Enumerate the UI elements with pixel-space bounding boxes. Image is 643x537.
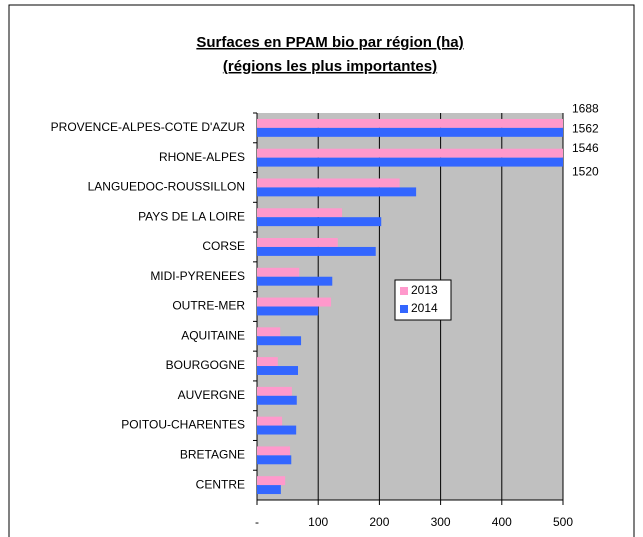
- y-tick-label: BOURGOGNE: [166, 358, 245, 372]
- y-tick-label: BRETAGNE: [180, 448, 245, 462]
- y-tick-label: CORSE: [202, 239, 245, 253]
- bar: [257, 178, 400, 188]
- y-tick-label: PAYS DE LA LOIRE: [138, 209, 245, 223]
- x-tick-label: 300: [431, 515, 451, 529]
- bar: [257, 246, 376, 256]
- legend-label: 2014: [411, 301, 438, 315]
- chart-subtitle: (régions les plus importantes): [223, 58, 437, 75]
- bar: [257, 157, 563, 167]
- bar: [257, 118, 563, 128]
- bar: [257, 276, 333, 286]
- bar: [257, 238, 338, 247]
- bar: [257, 297, 332, 307]
- bar: [257, 327, 281, 337]
- y-tick-label: LANGUEDOC-ROUSSILLON: [88, 180, 245, 194]
- data-label: 1688: [572, 102, 599, 116]
- bar: [257, 148, 563, 158]
- legend-box: [394, 279, 452, 321]
- bar: [257, 127, 563, 137]
- bar: [257, 187, 417, 197]
- x-tick-label: 400: [492, 515, 512, 529]
- data-label: 1562: [572, 122, 599, 136]
- bar: [257, 386, 292, 396]
- y-tick-label: CENTRE: [196, 477, 245, 491]
- bar: [257, 336, 302, 346]
- legend-swatch: [400, 305, 408, 313]
- legend-label: 2013: [411, 283, 438, 297]
- bar: [257, 485, 281, 495]
- chart-title: Surfaces en PPAM bio par région (ha): [196, 34, 463, 51]
- bar: [257, 455, 292, 465]
- bar: [257, 267, 300, 277]
- x-tick-label: 100: [308, 515, 328, 529]
- bar: [257, 357, 278, 367]
- y-tick-label: MIDI-PYRENEES: [150, 269, 245, 283]
- bar: [257, 366, 299, 375]
- bar: [257, 395, 297, 405]
- labels: - 100 200 300 400 500 PROVENCE-ALPES-COTE D'AZ…: [51, 102, 599, 530]
- y-tick-label: POITOU-CHARENTES: [121, 418, 245, 432]
- x-tick-label: -: [255, 515, 259, 529]
- bar: [257, 425, 297, 435]
- legend-swatch: [400, 287, 408, 295]
- bar: [257, 446, 291, 456]
- x-tick-label: 500: [553, 515, 573, 529]
- bar: [257, 217, 382, 227]
- bar: [257, 416, 283, 426]
- bar: [257, 306, 319, 316]
- data-label: 1520: [572, 165, 599, 179]
- y-tick-label: OUTRE-MER: [172, 299, 245, 313]
- y-tick-label: AUVERGNE: [178, 388, 245, 402]
- bar: [257, 208, 343, 218]
- y-tick-label: PROVENCE-ALPES-COTE D'AZUR: [51, 120, 246, 134]
- bar: [257, 476, 286, 486]
- data-label: 1546: [572, 141, 599, 155]
- bars: [257, 118, 563, 495]
- y-tick-label: RHONE-ALPES: [159, 150, 245, 164]
- y-tick-label: AQUITAINE: [181, 328, 245, 342]
- x-tick-label: 200: [369, 515, 389, 529]
